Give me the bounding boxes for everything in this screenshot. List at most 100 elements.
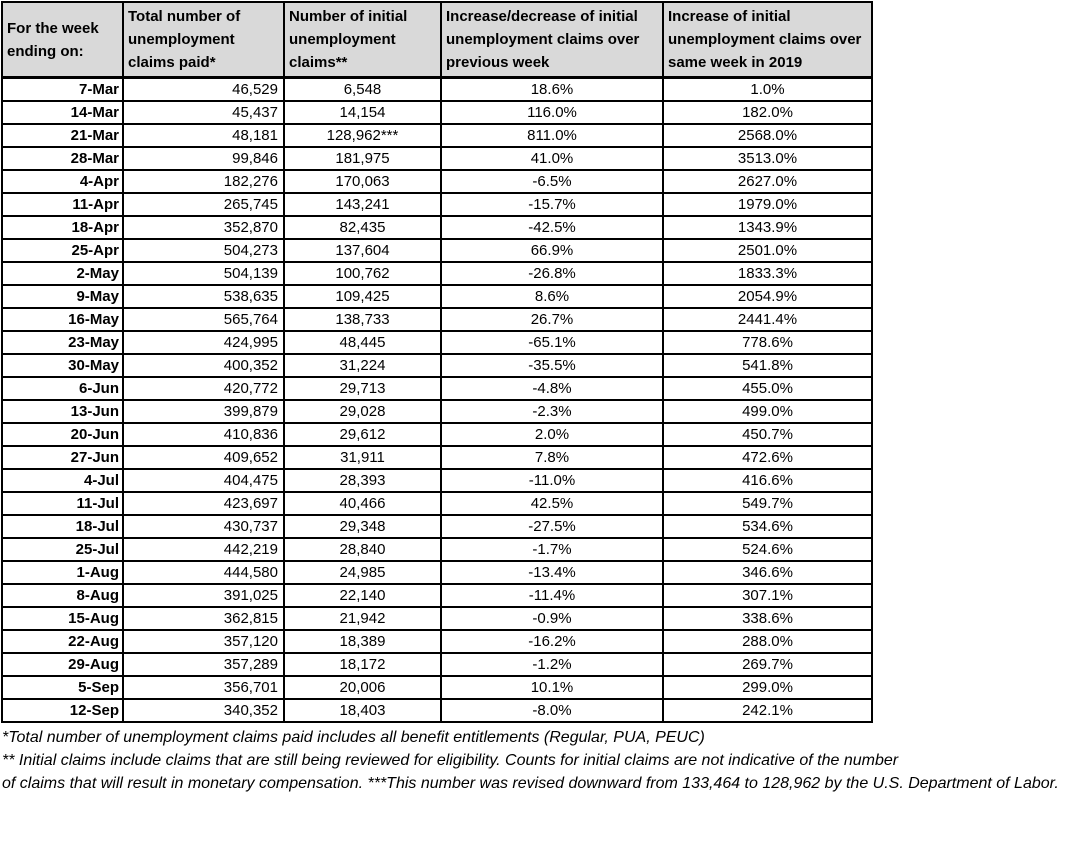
cell-initial: 29,028 (283, 399, 442, 424)
cell-wow: -1.2% (440, 652, 664, 677)
cell-paid: 410,836 (122, 422, 285, 447)
footnotes: *Total number of unemployment claims pai… (2, 726, 1079, 795)
cell-paid: 182,276 (122, 169, 285, 194)
cell-vs2019: 2441.4% (662, 307, 873, 332)
cell-wow: -27.5% (440, 514, 664, 539)
cell-date: 7-Mar (1, 76, 124, 102)
cell-initial: 31,911 (283, 445, 442, 470)
cell-vs2019: 2054.9% (662, 284, 873, 309)
cell-date: 13-Jun (1, 399, 124, 424)
cell-paid: 409,652 (122, 445, 285, 470)
cell-paid: 399,879 (122, 399, 285, 424)
cell-paid: 265,745 (122, 192, 285, 217)
table-row: 21-Mar 48,181 128,962*** 811.0% 2568.0% (1, 123, 873, 148)
cell-vs2019: 269.7% (662, 652, 873, 677)
cell-date: 29-Aug (1, 652, 124, 677)
cell-paid: 420,772 (122, 376, 285, 401)
cell-vs2019: 242.1% (662, 698, 873, 723)
cell-initial: 128,962*** (283, 123, 442, 148)
cell-paid: 504,139 (122, 261, 285, 286)
table-row: 23-May 424,995 48,445 -65.1% 778.6% (1, 330, 873, 355)
table-row: 1-Aug 444,580 24,985 -13.4% 346.6% (1, 560, 873, 585)
cell-date: 25-Jul (1, 537, 124, 562)
cell-wow: 18.6% (440, 76, 664, 102)
header-wow-change: Increase/decrease of initial unemploymen… (440, 1, 664, 79)
cell-vs2019: 299.0% (662, 675, 873, 700)
cell-date: 11-Apr (1, 192, 124, 217)
table-row: 9-May 538,635 109,425 8.6% 2054.9% (1, 284, 873, 309)
cell-paid: 565,764 (122, 307, 285, 332)
cell-date: 4-Apr (1, 169, 124, 194)
cell-vs2019: 3513.0% (662, 146, 873, 171)
cell-initial: 100,762 (283, 261, 442, 286)
cell-vs2019: 778.6% (662, 330, 873, 355)
cell-vs2019: 1833.3% (662, 261, 873, 286)
header-initial-claims: Number of initial unemployment claims** (283, 1, 442, 79)
cell-paid: 444,580 (122, 560, 285, 585)
cell-initial: 24,985 (283, 560, 442, 585)
cell-wow: -26.8% (440, 261, 664, 286)
cell-wow: -6.5% (440, 169, 664, 194)
table-row: 11-Jul 423,697 40,466 42.5% 549.7% (1, 491, 873, 516)
cell-date: 9-May (1, 284, 124, 309)
cell-paid: 391,025 (122, 583, 285, 608)
cell-date: 21-Mar (1, 123, 124, 148)
cell-wow: 26.7% (440, 307, 664, 332)
cell-date: 16-May (1, 307, 124, 332)
cell-initial: 138,733 (283, 307, 442, 332)
cell-initial: 18,172 (283, 652, 442, 677)
cell-wow: -65.1% (440, 330, 664, 355)
table-row: 12-Sep 340,352 18,403 -8.0% 242.1% (1, 698, 873, 723)
cell-date: 4-Jul (1, 468, 124, 493)
table-row: 18-Jul 430,737 29,348 -27.5% 534.6% (1, 514, 873, 539)
header-week-ending: For the week ending on: (1, 1, 124, 79)
cell-vs2019: 524.6% (662, 537, 873, 562)
table-row: 25-Jul 442,219 28,840 -1.7% 524.6% (1, 537, 873, 562)
cell-paid: 504,273 (122, 238, 285, 263)
table-row: 22-Aug 357,120 18,389 -16.2% 288.0% (1, 629, 873, 654)
cell-date: 5-Sep (1, 675, 124, 700)
table-body: 7-Mar 46,529 6,548 18.6% 1.0% 14-Mar 45,437 14,… (1, 76, 873, 723)
cell-date: 20-Jun (1, 422, 124, 447)
cell-wow: 7.8% (440, 445, 664, 470)
cell-vs2019: 182.0% (662, 100, 873, 125)
footnote-revision: of claims that will result in monetary c… (2, 775, 1059, 792)
cell-paid: 357,120 (122, 629, 285, 654)
cell-date: 12-Sep (1, 698, 124, 723)
cell-vs2019: 346.6% (662, 560, 873, 585)
cell-date: 30-May (1, 353, 124, 378)
cell-paid: 99,846 (122, 146, 285, 171)
cell-initial: 28,393 (283, 468, 442, 493)
table-row: 2-May 504,139 100,762 -26.8% 1833.3% (1, 261, 873, 286)
cell-initial: 109,425 (283, 284, 442, 309)
table-row: 11-Apr 265,745 143,241 -15.7% 1979.0% (1, 192, 873, 217)
unemployment-claims-sheet: For the week ending on: Total number of … (1, 1, 1079, 795)
header-claims-paid: Total number of unemployment claims paid… (122, 1, 285, 79)
cell-wow: -11.0% (440, 468, 664, 493)
cell-vs2019: 450.7% (662, 422, 873, 447)
cell-date: 27-Jun (1, 445, 124, 470)
cell-date: 2-May (1, 261, 124, 286)
header-vs-2019: Increase of initial unemployment claims … (662, 1, 873, 79)
cell-wow: 66.9% (440, 238, 664, 263)
cell-vs2019: 1.0% (662, 76, 873, 102)
cell-date: 28-Mar (1, 146, 124, 171)
table-row: 6-Jun 420,772 29,713 -4.8% 455.0% (1, 376, 873, 401)
cell-paid: 48,181 (122, 123, 285, 148)
cell-paid: 400,352 (122, 353, 285, 378)
cell-wow: -4.8% (440, 376, 664, 401)
footnote-initial-claims: ** Initial claims include claims that ar… (2, 752, 899, 769)
cell-initial: 82,435 (283, 215, 442, 240)
cell-wow: 42.5% (440, 491, 664, 516)
table-row: 29-Aug 357,289 18,172 -1.2% 269.7% (1, 652, 873, 677)
cell-wow: -16.2% (440, 629, 664, 654)
cell-initial: 29,713 (283, 376, 442, 401)
cell-date: 14-Mar (1, 100, 124, 125)
cell-wow: 41.0% (440, 146, 664, 171)
cell-vs2019: 338.6% (662, 606, 873, 631)
cell-wow: -8.0% (440, 698, 664, 723)
cell-vs2019: 2501.0% (662, 238, 873, 263)
cell-vs2019: 307.1% (662, 583, 873, 608)
cell-initial: 48,445 (283, 330, 442, 355)
cell-initial: 181,975 (283, 146, 442, 171)
